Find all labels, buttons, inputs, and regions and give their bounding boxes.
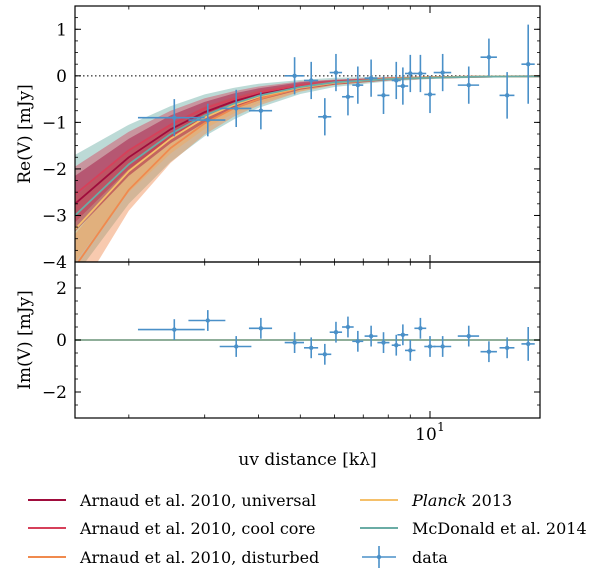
top-data-point-11 [381, 93, 386, 98]
bottom-data-point-19 [486, 349, 492, 354]
bottom-data-point-15 [418, 326, 423, 331]
top-ytick-label-0: 1 [56, 20, 67, 40]
top-ytick-label-5: −4 [42, 253, 67, 273]
legend-label-0: Arnaud et al. 2010, universal [79, 491, 316, 510]
top-data-point-10 [368, 75, 374, 81]
top-data-point-9 [355, 82, 361, 88]
top-data-point-3 [258, 108, 264, 113]
top-panel-plot-area [75, 24, 540, 262]
bottom-ytick-label-1: 0 [56, 331, 67, 351]
bottom-data-point-2 [234, 344, 239, 349]
legend-label-1: Arnaud et al. 2010, cool core [79, 519, 316, 538]
top-data-point-12 [394, 78, 399, 83]
top-y-axis-label: Re(V) [mJy] [15, 84, 35, 184]
bottom-data-point-12 [394, 343, 399, 348]
top-ytick-label-2: −1 [42, 113, 67, 133]
bottom-data-point-18 [466, 333, 471, 339]
bottom-data-point-9 [355, 339, 361, 344]
legend-swatch-dot-5 [376, 554, 382, 560]
bottom-data-point-6 [322, 352, 328, 357]
bottom-data-point-20 [504, 345, 510, 350]
legend-label-4: McDonald et al. 2014 [412, 519, 587, 538]
top-data-point-7 [333, 70, 339, 75]
model-band-2 [75, 75, 540, 262]
top-data-point-13 [400, 83, 406, 89]
bottom-data-point-16 [427, 344, 433, 349]
x-tick-label: 10 [415, 425, 437, 445]
bottom-data-point-1 [205, 318, 211, 323]
legend-label-rest-3: 2013 [466, 491, 512, 510]
bottom-data-point-3 [258, 326, 264, 331]
bottom-panel-plot-area [75, 310, 540, 365]
top-data-point-1 [205, 117, 211, 123]
top-ytick-label-1: 0 [56, 67, 67, 87]
model-line-4 [75, 75, 540, 217]
top-data-point-2 [234, 106, 239, 111]
top-data-point-0 [172, 115, 177, 120]
top-data-point-6 [322, 114, 328, 119]
x-tick-exponent: 1 [437, 420, 445, 434]
top-data-point-19 [486, 55, 492, 60]
bottom-ytick-label-2: −2 [42, 383, 67, 403]
legend-label-2: Arnaud et al. 2010, disturbed [79, 548, 319, 567]
top-data-point-16 [427, 92, 433, 97]
top-data-point-14 [408, 71, 413, 76]
top-data-point-20 [504, 93, 510, 98]
legend-label-5: data [412, 548, 448, 567]
bottom-data-point-8 [345, 324, 351, 330]
top-data-point-8 [345, 94, 351, 99]
bottom-data-point-13 [400, 332, 406, 337]
x-axis-label: uv distance [kλ] [238, 450, 376, 470]
top-ytick-label-3: −2 [42, 160, 67, 180]
legend-label-italic-3: Planck [411, 491, 466, 510]
bottom-data-point-21 [525, 341, 531, 347]
top-data-point-18 [466, 82, 471, 88]
model-band-1 [75, 75, 540, 223]
bottom-ytick-label-0: 2 [56, 279, 67, 299]
top-data-point-4 [292, 73, 297, 79]
bottom-data-point-7 [333, 330, 339, 335]
top-data-point-5 [309, 78, 314, 83]
legend-label-3: Planck 2013 [411, 491, 512, 510]
top-ytick-label-4: −3 [42, 206, 67, 226]
bottom-data-point-4 [292, 340, 297, 345]
bottom-data-point-10 [368, 333, 374, 339]
bottom-data-point-5 [309, 345, 314, 350]
bottom-data-point-0 [172, 327, 177, 332]
top-data-point-21 [525, 61, 531, 67]
bottom-data-point-14 [408, 348, 413, 353]
bottom-y-axis-label: Im(V) [mJy] [15, 290, 35, 390]
bottom-data-point-17 [440, 344, 445, 349]
bottom-data-point-11 [381, 340, 386, 345]
top-data-point-17 [440, 70, 445, 75]
top-data-point-15 [418, 71, 423, 76]
